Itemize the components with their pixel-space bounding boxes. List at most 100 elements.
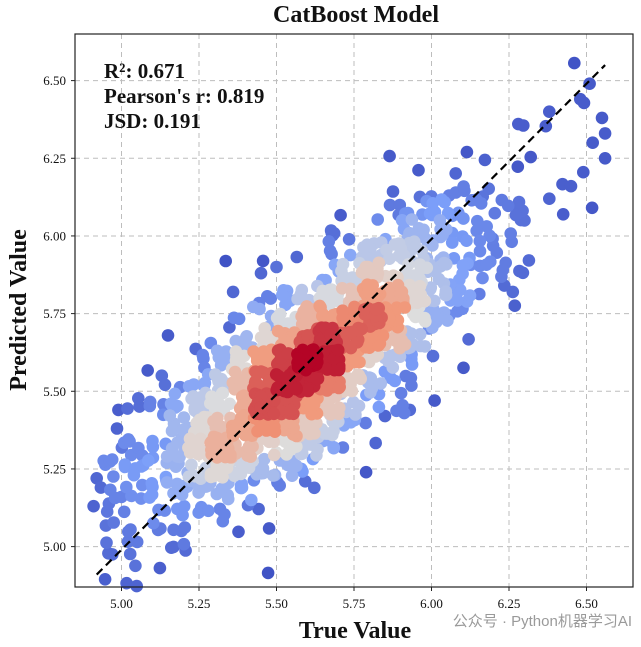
scatter-point xyxy=(501,199,515,213)
scatter-point xyxy=(177,500,191,513)
scatter-point xyxy=(141,364,154,377)
scatter-point xyxy=(428,294,441,308)
scatter-point xyxy=(471,214,484,228)
scatter-point xyxy=(110,422,124,435)
scatter-point xyxy=(322,235,336,248)
scatter-point xyxy=(439,285,453,298)
scatter-point xyxy=(513,264,526,278)
scatter-point xyxy=(324,224,338,237)
scatter-point xyxy=(417,223,430,237)
scatter-point xyxy=(378,409,392,423)
scatter-point xyxy=(372,256,386,270)
scatter-point xyxy=(364,371,378,385)
scatter-point xyxy=(476,271,489,285)
scatter-point xyxy=(323,244,337,258)
scatter-point xyxy=(394,386,408,400)
scatter-point xyxy=(332,362,346,375)
scatter-point xyxy=(577,165,590,179)
scatter-point xyxy=(281,347,295,360)
scatter-point xyxy=(302,312,316,325)
scatter-point xyxy=(397,406,411,420)
scatter-point xyxy=(352,368,366,382)
scatter-point xyxy=(440,223,453,236)
stat-pearson: Pearson's r: 0.819 xyxy=(104,84,264,108)
scatter-point xyxy=(167,523,180,537)
scatter-point xyxy=(223,397,236,411)
scatter-point xyxy=(177,411,191,424)
scatter-point xyxy=(369,436,383,450)
scatter-point xyxy=(290,250,304,264)
stat-r2: R²: 0.671 xyxy=(104,59,185,83)
scatter-point xyxy=(404,327,418,340)
scatter-point xyxy=(398,301,412,314)
scatter-point xyxy=(402,258,415,271)
scatter-point xyxy=(245,493,258,507)
scatter-point xyxy=(226,424,239,438)
scatter-point xyxy=(564,179,578,193)
scatter-point xyxy=(424,282,437,296)
scatter-point xyxy=(143,399,157,413)
scatter-point xyxy=(345,384,359,398)
scatter-point xyxy=(386,185,400,198)
scatter-point xyxy=(307,398,321,411)
scatter-point xyxy=(276,288,289,302)
scatter-point xyxy=(117,505,131,519)
scatter-point xyxy=(132,392,145,405)
scatter-point xyxy=(595,111,609,125)
stat-jsd: JSD: 0.191 xyxy=(104,109,201,133)
scatter-point xyxy=(105,453,119,466)
scatter-point xyxy=(160,476,174,489)
scatter-point xyxy=(311,443,324,456)
scatter-point xyxy=(130,535,144,549)
scatter-point xyxy=(185,458,198,472)
scatter-point xyxy=(165,424,179,438)
scatter-point xyxy=(147,516,160,530)
scatter-point xyxy=(334,208,347,222)
y-tick-label: 6.00 xyxy=(43,228,66,243)
scatter-point xyxy=(496,263,510,277)
scatter-point xyxy=(171,450,184,463)
scatter-point xyxy=(490,246,504,259)
scatter-point xyxy=(163,409,177,422)
scatter-point xyxy=(168,387,182,401)
scatter-point xyxy=(509,208,523,222)
scatter-point xyxy=(359,465,373,479)
scatter-point xyxy=(395,214,409,227)
scatter-point xyxy=(336,441,350,454)
scatter-point xyxy=(193,483,206,497)
scatter-point xyxy=(232,525,245,539)
scatter-point xyxy=(284,403,297,417)
scatter-point xyxy=(267,407,281,421)
scatter-point xyxy=(524,150,537,164)
scatter-point xyxy=(300,301,313,314)
scatter-point xyxy=(127,468,141,482)
scatter-point xyxy=(145,477,159,490)
scatter-point xyxy=(171,436,184,449)
stats-annotation: R²: 0.671 Pearson's r: 0.819 JSD: 0.191 xyxy=(104,59,264,133)
scatter-point xyxy=(393,341,407,355)
scatter-point xyxy=(145,488,159,501)
scatter-point xyxy=(598,127,612,140)
scatter-point xyxy=(298,475,312,488)
scatter-point xyxy=(104,483,117,497)
scatter-point xyxy=(508,299,522,313)
scatter-point xyxy=(345,325,359,339)
scatter-point xyxy=(267,448,281,462)
scatter-point xyxy=(176,423,190,437)
y-axis-ticks: 5.00 5.25 5.50 5.75 6.00 6.25 6.50 xyxy=(43,73,75,554)
scatter-point xyxy=(405,213,419,226)
scatter-point xyxy=(480,258,493,272)
scatter-point xyxy=(270,260,283,274)
x-tick-label: 5.00 xyxy=(110,596,133,611)
scatter-point xyxy=(474,197,488,210)
scatter-point xyxy=(336,304,349,318)
scatter-point xyxy=(441,314,454,327)
scatter-point xyxy=(428,394,441,407)
scatter-point xyxy=(405,358,419,371)
scatter-point xyxy=(136,478,149,492)
scatter-point xyxy=(415,244,429,258)
scatter-point xyxy=(388,238,402,251)
scatter-point xyxy=(285,469,299,483)
scatter-point xyxy=(216,386,230,400)
